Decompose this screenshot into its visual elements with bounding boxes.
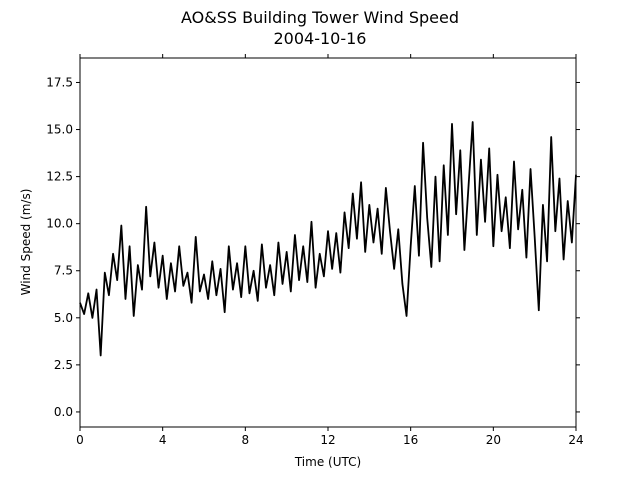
y-tick-label: 7.5	[54, 264, 73, 278]
x-tick-label: 16	[403, 433, 418, 447]
y-tick-label: 5.0	[54, 311, 73, 325]
x-tick-label: 4	[159, 433, 167, 447]
x-tick-label: 24	[568, 433, 583, 447]
x-tick-label: 8	[242, 433, 250, 447]
chart-subtitle: 2004-10-16	[274, 29, 367, 48]
x-tick-label: 12	[320, 433, 335, 447]
y-tick-label: 0.0	[54, 405, 73, 419]
y-tick-label: 2.5	[54, 358, 73, 372]
x-tick-label: 0	[76, 433, 84, 447]
x-axis-label: Time (UTC)	[294, 455, 361, 469]
data-line	[79, 121, 577, 357]
y-tick-label: 17.5	[46, 75, 73, 89]
y-tick-label: 10.0	[46, 217, 73, 231]
y-tick-label: 15.0	[46, 123, 73, 137]
y-tick-label: 12.5	[46, 170, 73, 184]
chart-title: AO&SS Building Tower Wind Speed	[181, 8, 459, 27]
plot-frame	[79, 57, 577, 428]
y-axis-label: Wind Speed (m/s)	[19, 189, 33, 296]
x-tick-label: 20	[486, 433, 501, 447]
